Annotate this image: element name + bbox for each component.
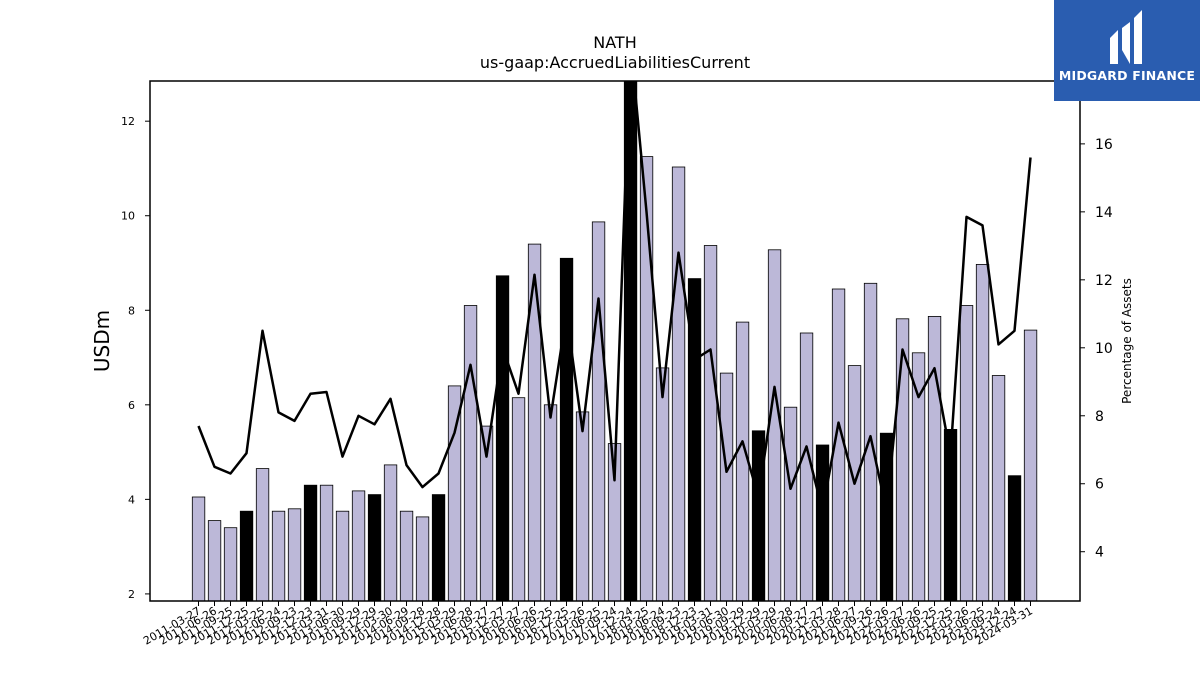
bar-2012-09-23	[287, 508, 302, 602]
bar-2019-03-31	[703, 245, 718, 602]
bar-2016-12-25	[559, 257, 574, 602]
y2-tick-label: 6	[1095, 477, 1104, 493]
bar-2013-03-31	[319, 484, 334, 602]
logo-icon	[1110, 10, 1142, 64]
bar-2013-12-29	[367, 494, 382, 602]
bar-2016-03-27	[511, 397, 526, 602]
bar-2023-06-25	[975, 263, 990, 602]
y2-tick-label: 14	[1095, 205, 1113, 221]
y2-tick-label: 10	[1095, 341, 1113, 357]
bar-2023-09-24	[991, 375, 1006, 602]
y2-tick-label: 4	[1095, 545, 1104, 561]
bar-2011-06-26	[207, 520, 222, 602]
y2-axis-label: Percentage of Assets	[1120, 278, 1134, 404]
y2-tick-label: 16	[1095, 137, 1113, 153]
bar-2023-12-24	[1007, 475, 1022, 602]
bar-2014-06-29	[399, 510, 414, 602]
bar-2017-03-26	[575, 411, 590, 602]
y-tick-label: 10	[121, 210, 135, 223]
bar-2014-09-28	[415, 516, 430, 602]
bar-2023-03-26	[959, 305, 974, 602]
bar-2013-09-29	[351, 490, 366, 602]
bar-2012-12-23	[303, 484, 318, 602]
bar-2020-06-28	[783, 406, 798, 602]
bar-2020-12-27	[815, 444, 830, 602]
bar-2011-12-25	[239, 510, 254, 602]
bar-2017-06-25	[591, 221, 606, 602]
y-tick-label: 12	[121, 115, 135, 128]
bar-2019-12-29	[751, 430, 766, 602]
bar-2013-06-30	[335, 510, 350, 602]
pct-of-assets-line	[197, 81, 1032, 513]
chart-title: NATH	[593, 33, 636, 52]
y-axis-label: USDm	[90, 310, 114, 372]
bar-2014-03-30	[383, 464, 398, 602]
y-tick-label: 2	[128, 588, 135, 601]
bar-2015-12-27	[495, 275, 510, 602]
bar-2015-06-28	[463, 305, 478, 602]
line-group	[197, 81, 1032, 513]
brand-logo: MIDGARD FINANCE	[1054, 0, 1200, 101]
y-axis: 2 4 6 8 10 12	[121, 115, 150, 601]
bar-2014-12-28	[431, 494, 446, 602]
bar-2012-03-25	[255, 468, 270, 602]
y-tick-label: 6	[128, 399, 135, 412]
y2-tick-label: 8	[1095, 409, 1104, 425]
bar-2012-06-24	[271, 510, 286, 602]
x-axis: 2011-03-272011-06-262011-09-252011-12-25…	[141, 601, 1035, 648]
bar-2019-06-30	[719, 372, 734, 602]
y-tick-label: 4	[128, 493, 135, 506]
y2-axis: 4 6 8 10 12 14 16	[1080, 137, 1113, 561]
y-tick-label: 8	[128, 304, 135, 317]
bar-2011-03-27	[191, 496, 206, 602]
bar-2022-09-25	[927, 315, 942, 602]
bar-group	[191, 80, 1038, 602]
bar-2018-09-23	[671, 166, 686, 602]
logo-text: MIDGARD FINANCE	[1058, 68, 1196, 83]
bar-2024-03-31	[1023, 329, 1038, 602]
bar-2018-06-24	[655, 367, 670, 602]
bar-2011-09-25	[223, 527, 238, 602]
bar-2019-09-29	[735, 321, 750, 602]
bar-2016-09-25	[543, 404, 558, 602]
y2-tick-label: 12	[1095, 273, 1113, 289]
chart-subtitle: us-gaap:AccruedLiabilitiesCurrent	[480, 53, 750, 72]
